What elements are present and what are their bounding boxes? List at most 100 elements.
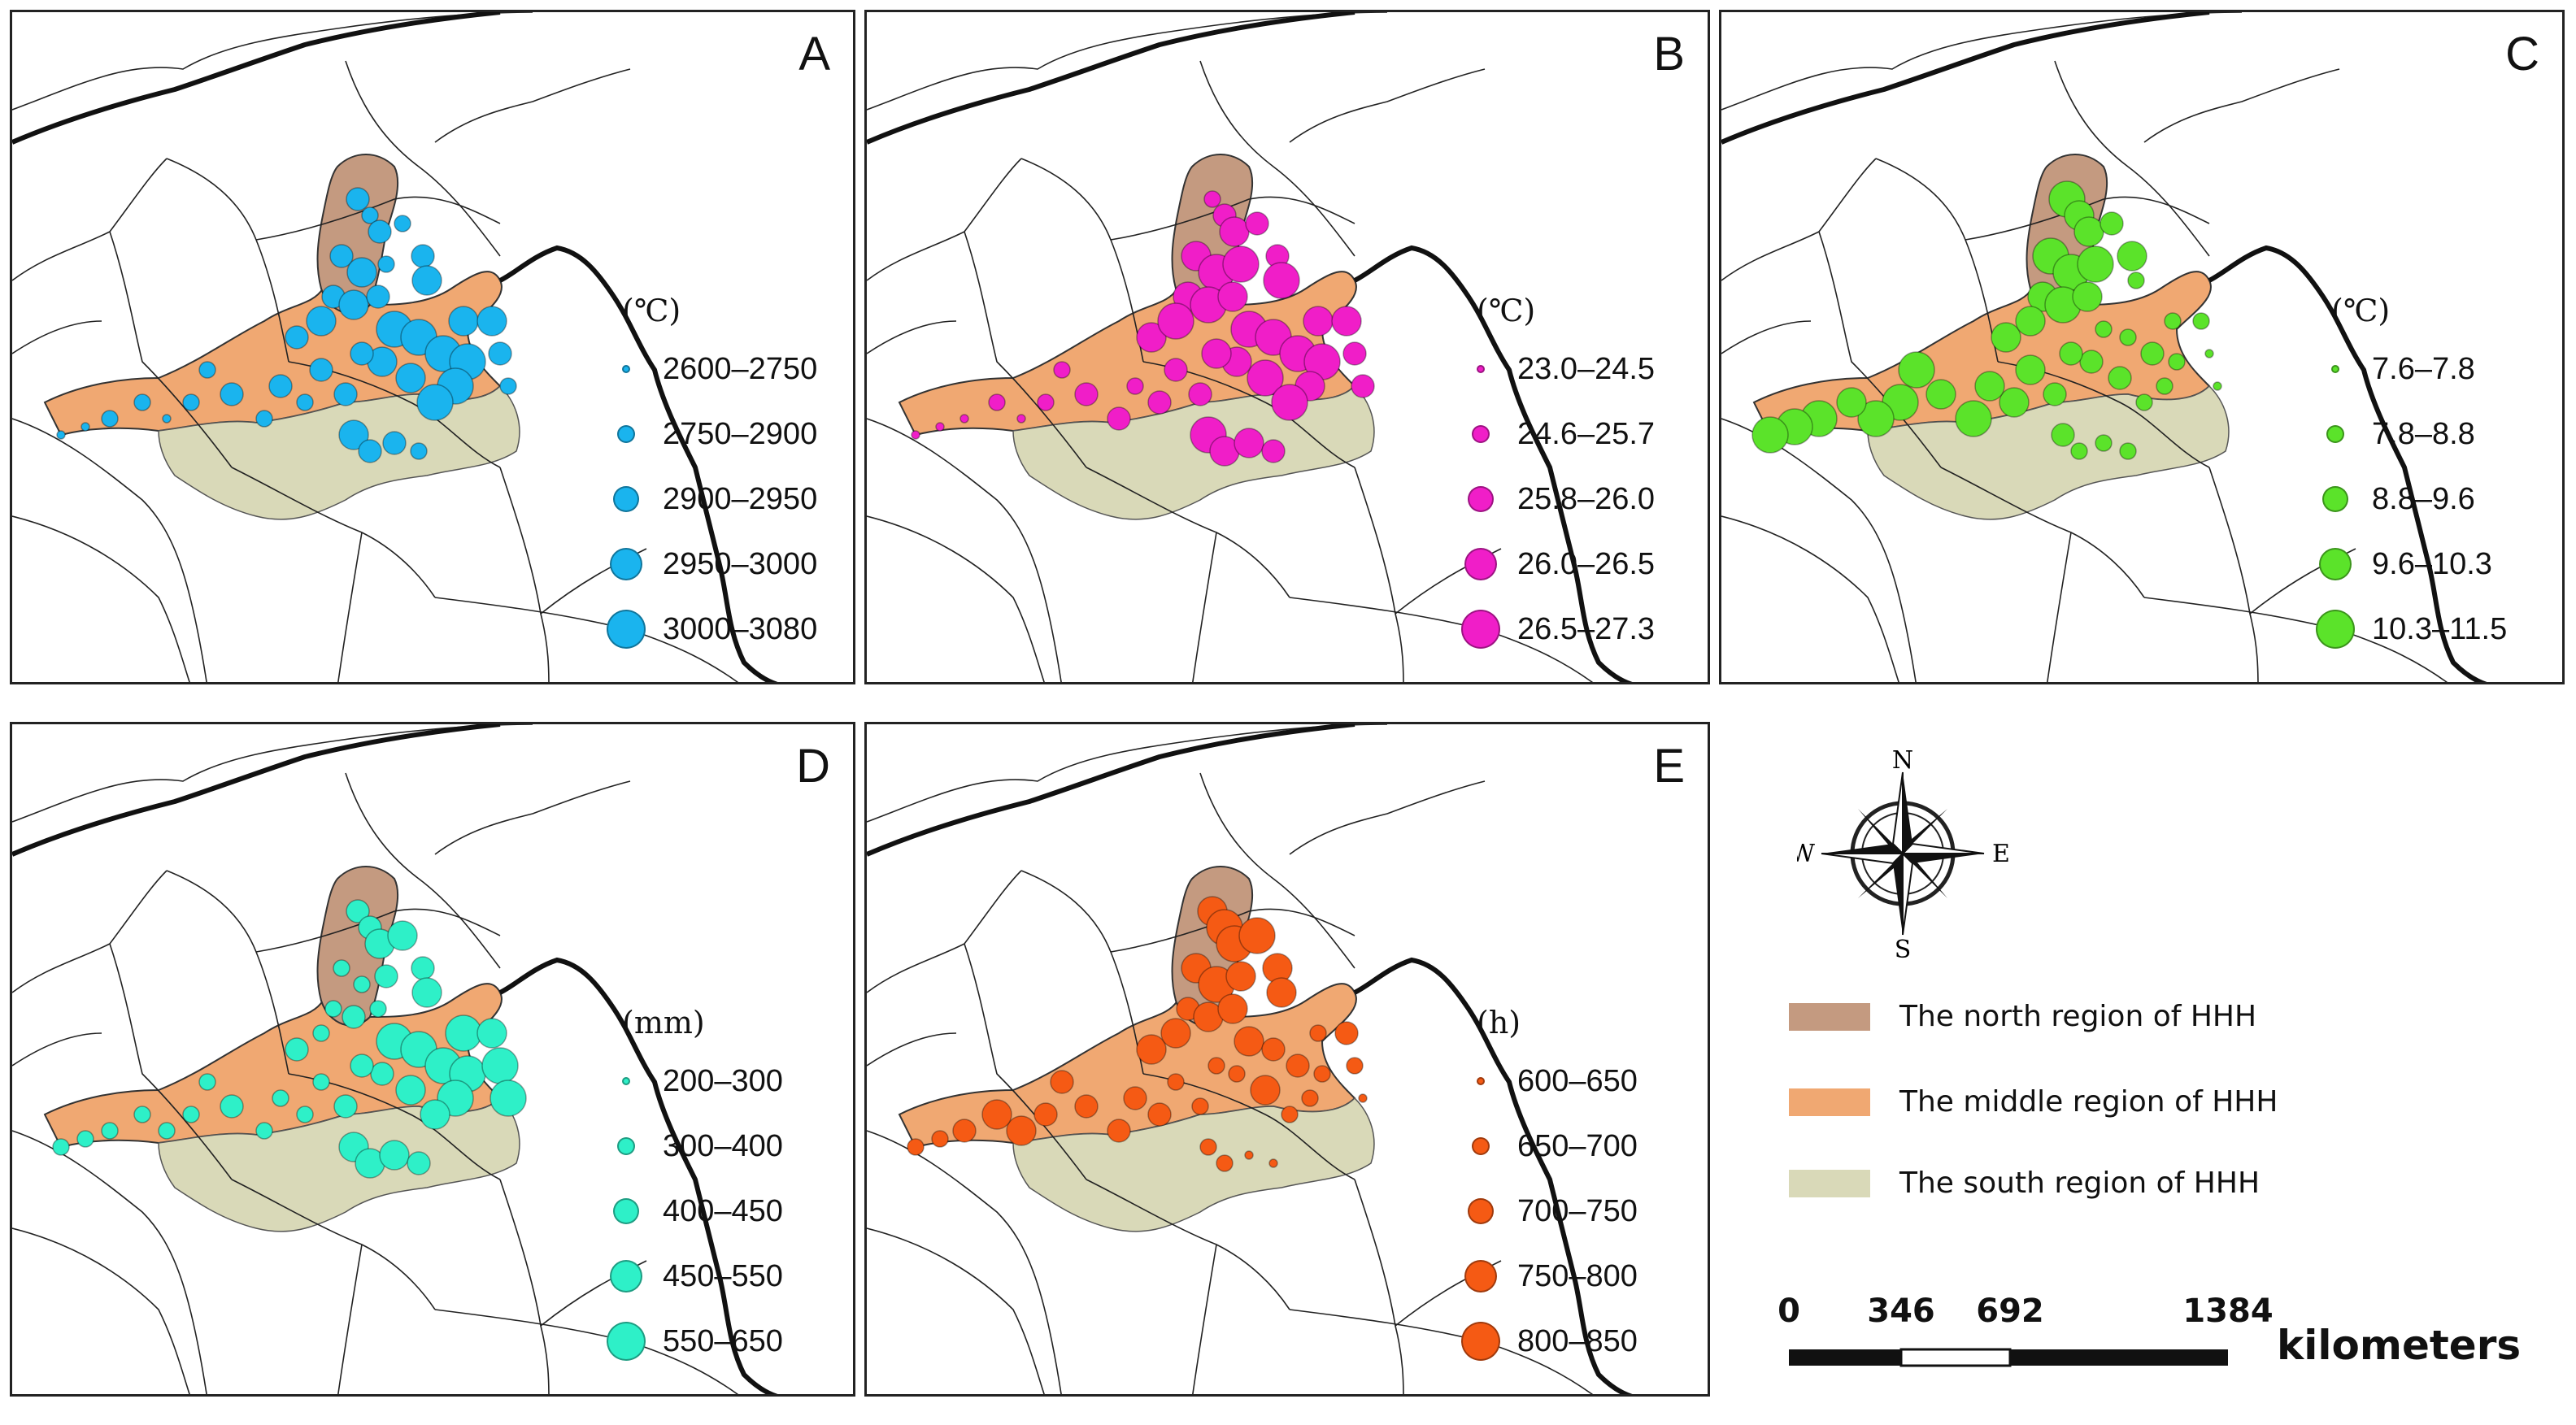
station-circle <box>1167 1073 1185 1091</box>
station-circle <box>1126 377 1144 395</box>
province-boundary <box>867 1227 1045 1394</box>
region-label: The north region of HHH <box>1899 1000 2257 1033</box>
map-key-panel: N E S W The north region of HHH The midd… <box>1724 723 2569 1414</box>
station-circle <box>1136 1034 1167 1065</box>
legend-label: 2950–3000 <box>663 546 818 581</box>
legend-row: 3000–3080 <box>590 597 850 662</box>
province-boundary <box>1818 231 1942 468</box>
panel-letter: A <box>798 28 830 80</box>
station-circle <box>988 393 1006 411</box>
compass-north: N <box>1892 748 1913 775</box>
legend-row: 750–800 <box>1444 1244 1704 1309</box>
legend-row: 23.0–24.5 <box>1444 337 1704 402</box>
station-circle <box>411 956 435 980</box>
station-circle <box>448 306 479 337</box>
region-key-north: The north region of HHH <box>1789 1000 2256 1033</box>
station-circle <box>1250 1075 1281 1106</box>
province-boundary <box>12 515 190 682</box>
station-circle <box>1955 400 1992 437</box>
legend-symbol <box>2331 365 2339 373</box>
station-circle <box>1925 379 1956 410</box>
legend-row: 25.8–26.0 <box>1444 467 1704 532</box>
legend-row: 8.8–9.6 <box>2299 467 2559 532</box>
province-boundary <box>1940 467 2145 598</box>
station-circle <box>411 977 442 1008</box>
legend-row: 2950–3000 <box>590 532 850 597</box>
region-key-south: The south region of HHH <box>1789 1167 2260 1200</box>
province-boundary <box>867 870 1022 993</box>
station-circle <box>1836 387 1867 418</box>
map-panel-d: D (mm) 200–300 300–400 400–450 450–550 5… <box>10 722 855 1397</box>
coastline <box>1353 957 1633 1394</box>
station-circle <box>198 1073 216 1091</box>
station-circle <box>1147 1102 1172 1127</box>
station-circle <box>1234 1026 1264 1057</box>
scale-unit: kilometers <box>2277 1322 2522 1369</box>
national-border <box>12 12 501 145</box>
coastline <box>1353 245 1633 682</box>
province-boundary <box>1110 908 1355 953</box>
legend-symbol <box>1468 1198 1494 1224</box>
station-circle <box>1217 993 1248 1024</box>
station-circle <box>1157 302 1194 340</box>
station-circle <box>285 325 309 350</box>
map-panel-b: B (℃) 23.0–24.5 24.6–25.7 25.8–26.0 26.0… <box>864 10 1710 684</box>
station-circle <box>1857 400 1895 437</box>
province-boundary <box>12 724 533 823</box>
station-circle <box>1271 384 1308 421</box>
province-boundary <box>2208 467 2259 682</box>
legend-label: 8.8–9.6 <box>2372 481 2475 516</box>
station-circle <box>366 285 390 309</box>
north-region-area <box>316 866 399 1027</box>
legend: (℃) 23.0–24.5 24.6–25.7 25.8–26.0 26.0–2… <box>1444 293 1704 662</box>
province-boundary <box>337 1244 363 1394</box>
south-region-area <box>158 384 520 520</box>
station-circle <box>476 306 507 337</box>
province-boundary <box>1721 515 1899 682</box>
station-circle <box>1234 428 1264 458</box>
station-circle <box>312 1073 330 1091</box>
legend-symbol <box>610 548 642 580</box>
station-circle <box>411 244 435 268</box>
station-circle <box>333 959 350 977</box>
station-circle <box>410 442 428 460</box>
station-circle <box>1309 1024 1327 1042</box>
station-circle <box>296 1106 314 1123</box>
station-circle <box>1222 245 1260 283</box>
station-circle <box>1199 1138 1217 1156</box>
legend-label: 2900–2950 <box>663 481 818 516</box>
legend-row: 24.6–25.7 <box>1444 402 1704 467</box>
station-circle <box>255 1122 273 1140</box>
station-circle <box>2070 442 2088 460</box>
legend: (mm) 200–300 300–400 400–450 450–550 550… <box>590 1005 850 1374</box>
station-circle <box>1188 382 1212 406</box>
station-circle <box>2204 349 2214 358</box>
station-circle <box>379 1140 410 1171</box>
station-circle <box>2043 382 2067 406</box>
province-boundary <box>1192 1244 1217 1394</box>
station-circle <box>1228 1065 1246 1083</box>
scale-tick: 0 <box>1778 1292 1800 1330</box>
legend-symbol <box>1472 425 1490 443</box>
station-circle <box>1266 977 1297 1008</box>
province-boundary <box>337 532 363 682</box>
legend-row: 9.6–10.3 <box>2299 532 2559 597</box>
compass-south: S <box>1895 936 1912 959</box>
station-circle <box>1074 1094 1099 1119</box>
station-circle <box>1164 358 1188 382</box>
map-canvas <box>1721 12 2487 682</box>
legend-symbol <box>1477 1077 1485 1085</box>
legend-label: 400–450 <box>663 1193 783 1228</box>
station-circle <box>198 361 216 379</box>
station-circle <box>1238 917 1276 954</box>
station-circle <box>1346 1057 1364 1075</box>
legend-row: 2600–2750 <box>590 337 850 402</box>
station-circle <box>1301 1089 1319 1107</box>
station-circle <box>1974 371 2005 402</box>
legend-unit: (℃) <box>2331 293 2391 328</box>
panel-letter: B <box>1653 28 1685 80</box>
station-circle <box>1244 1150 1254 1160</box>
province-boundary <box>964 943 1087 1180</box>
station-circle <box>395 363 426 393</box>
province-boundary <box>12 12 533 111</box>
